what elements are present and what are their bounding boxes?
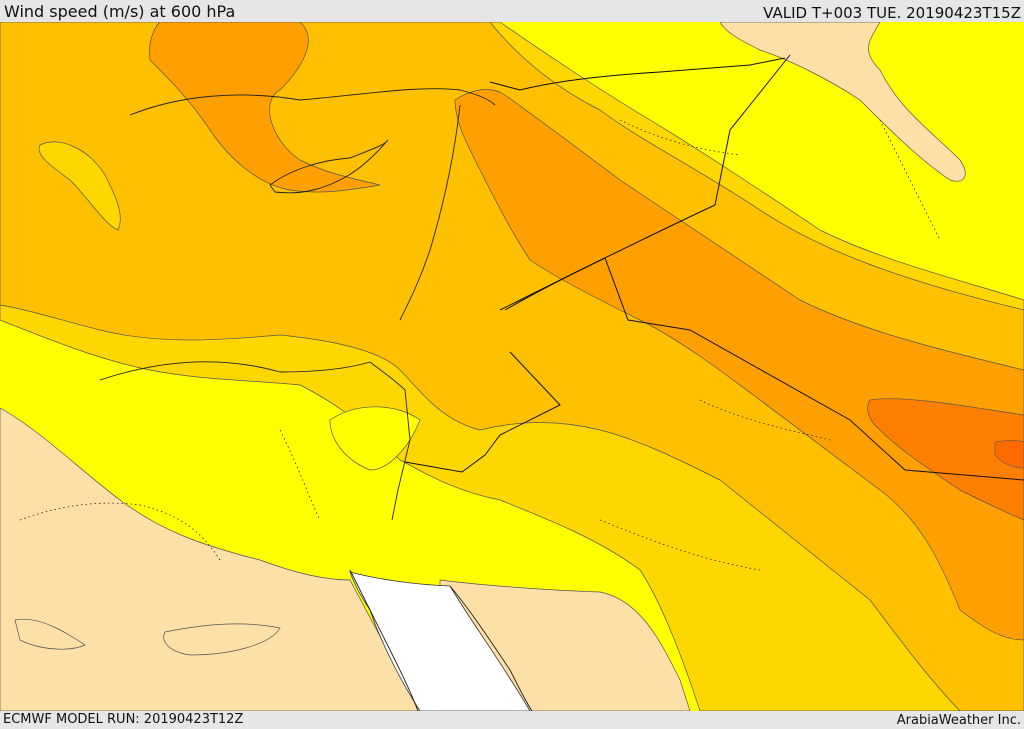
band-lightest-north [719,22,966,182]
admin-border-2 [279,429,321,521]
coastline-levant [369,361,411,521]
band-lightest-islands [14,618,281,656]
admin-border-1 [19,502,221,561]
admin-border-4 [699,399,831,441]
band-gold-blob-west [38,141,121,231]
band-orange-jet [454,89,1024,641]
band-yellow-blob-sinai [329,406,421,471]
coastline-egypt [99,361,371,381]
border-turkey [489,57,786,91]
valid-time: VALID T+003 TUE. 20190423T15Z [763,4,1021,22]
band-dark-orange [867,398,1024,521]
band-lightest-africa [0,407,421,711]
wind-speed-map [0,22,1024,711]
bottom-bar: ECMWF MODEL RUN: 20190423T12Z ArabiaWeat… [0,711,1024,729]
border-jordan [404,351,561,473]
brand-label: ArabiaWeather Inc. [896,713,1021,728]
band-orange-north [149,22,381,193]
top-bar: Wind speed (m/s) at 600 hPa VALID T+003 … [0,0,1024,22]
border-syria-iraq [499,54,791,311]
coastline-redsea-west [349,569,419,711]
map-title: Wind speed (m/s) at 600 hPa [4,2,236,21]
coastline-cyprus [269,139,389,194]
coastline-redsea-east [449,585,533,711]
model-run-label: ECMWF MODEL RUN: 20190423T12Z [3,712,244,727]
admin-border-3 [619,119,741,156]
coastline-anatolia [129,88,496,116]
admin-border-6 [599,519,761,571]
admin-border-5 [879,119,941,241]
band-amber [0,22,1024,711]
band-red-orange-spot [994,440,1024,469]
coastline-levant-east [399,104,461,321]
